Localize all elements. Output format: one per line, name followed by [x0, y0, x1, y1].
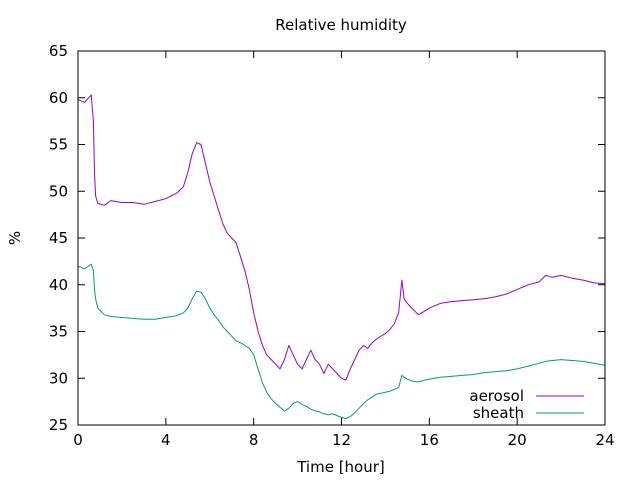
plot-frame [77, 50, 606, 426]
x-tick-label: 20 [508, 431, 527, 449]
x-tick-label: 24 [595, 431, 614, 449]
y-tick-label: 45 [49, 229, 68, 247]
y-tick-label: 25 [49, 416, 68, 434]
legend-label-aerosol: aerosol [469, 387, 524, 405]
chart-title: Relative humidity [275, 16, 407, 34]
x-axis-label: Time [hour] [296, 458, 385, 476]
y-tick-label: 65 [49, 42, 68, 60]
x-tick-label: 4 [161, 431, 171, 449]
legend-label-sheath: sheath [473, 404, 524, 422]
y-tick-label: 55 [49, 136, 68, 154]
x-tick-label: 0 [73, 431, 83, 449]
x-tick-label: 12 [332, 431, 351, 449]
y-axis-label: % [6, 231, 24, 245]
y-tick-label: 35 [49, 323, 68, 341]
y-tick-label: 50 [49, 182, 68, 200]
series-lines [77, 94, 606, 419]
x-tick-label: 8 [249, 431, 259, 449]
x-tick-label: 16 [420, 431, 439, 449]
series-line-sheath [77, 263, 606, 419]
axis-ticks: 25 30 35 40 45 50 55 60 65 0 4 8 12 16 20 24 [49, 42, 615, 449]
y-tick-label: 30 [49, 369, 68, 387]
y-tick-label: 40 [49, 276, 68, 294]
series-line-aerosol [77, 94, 606, 381]
y-tick-label: 60 [49, 89, 68, 107]
